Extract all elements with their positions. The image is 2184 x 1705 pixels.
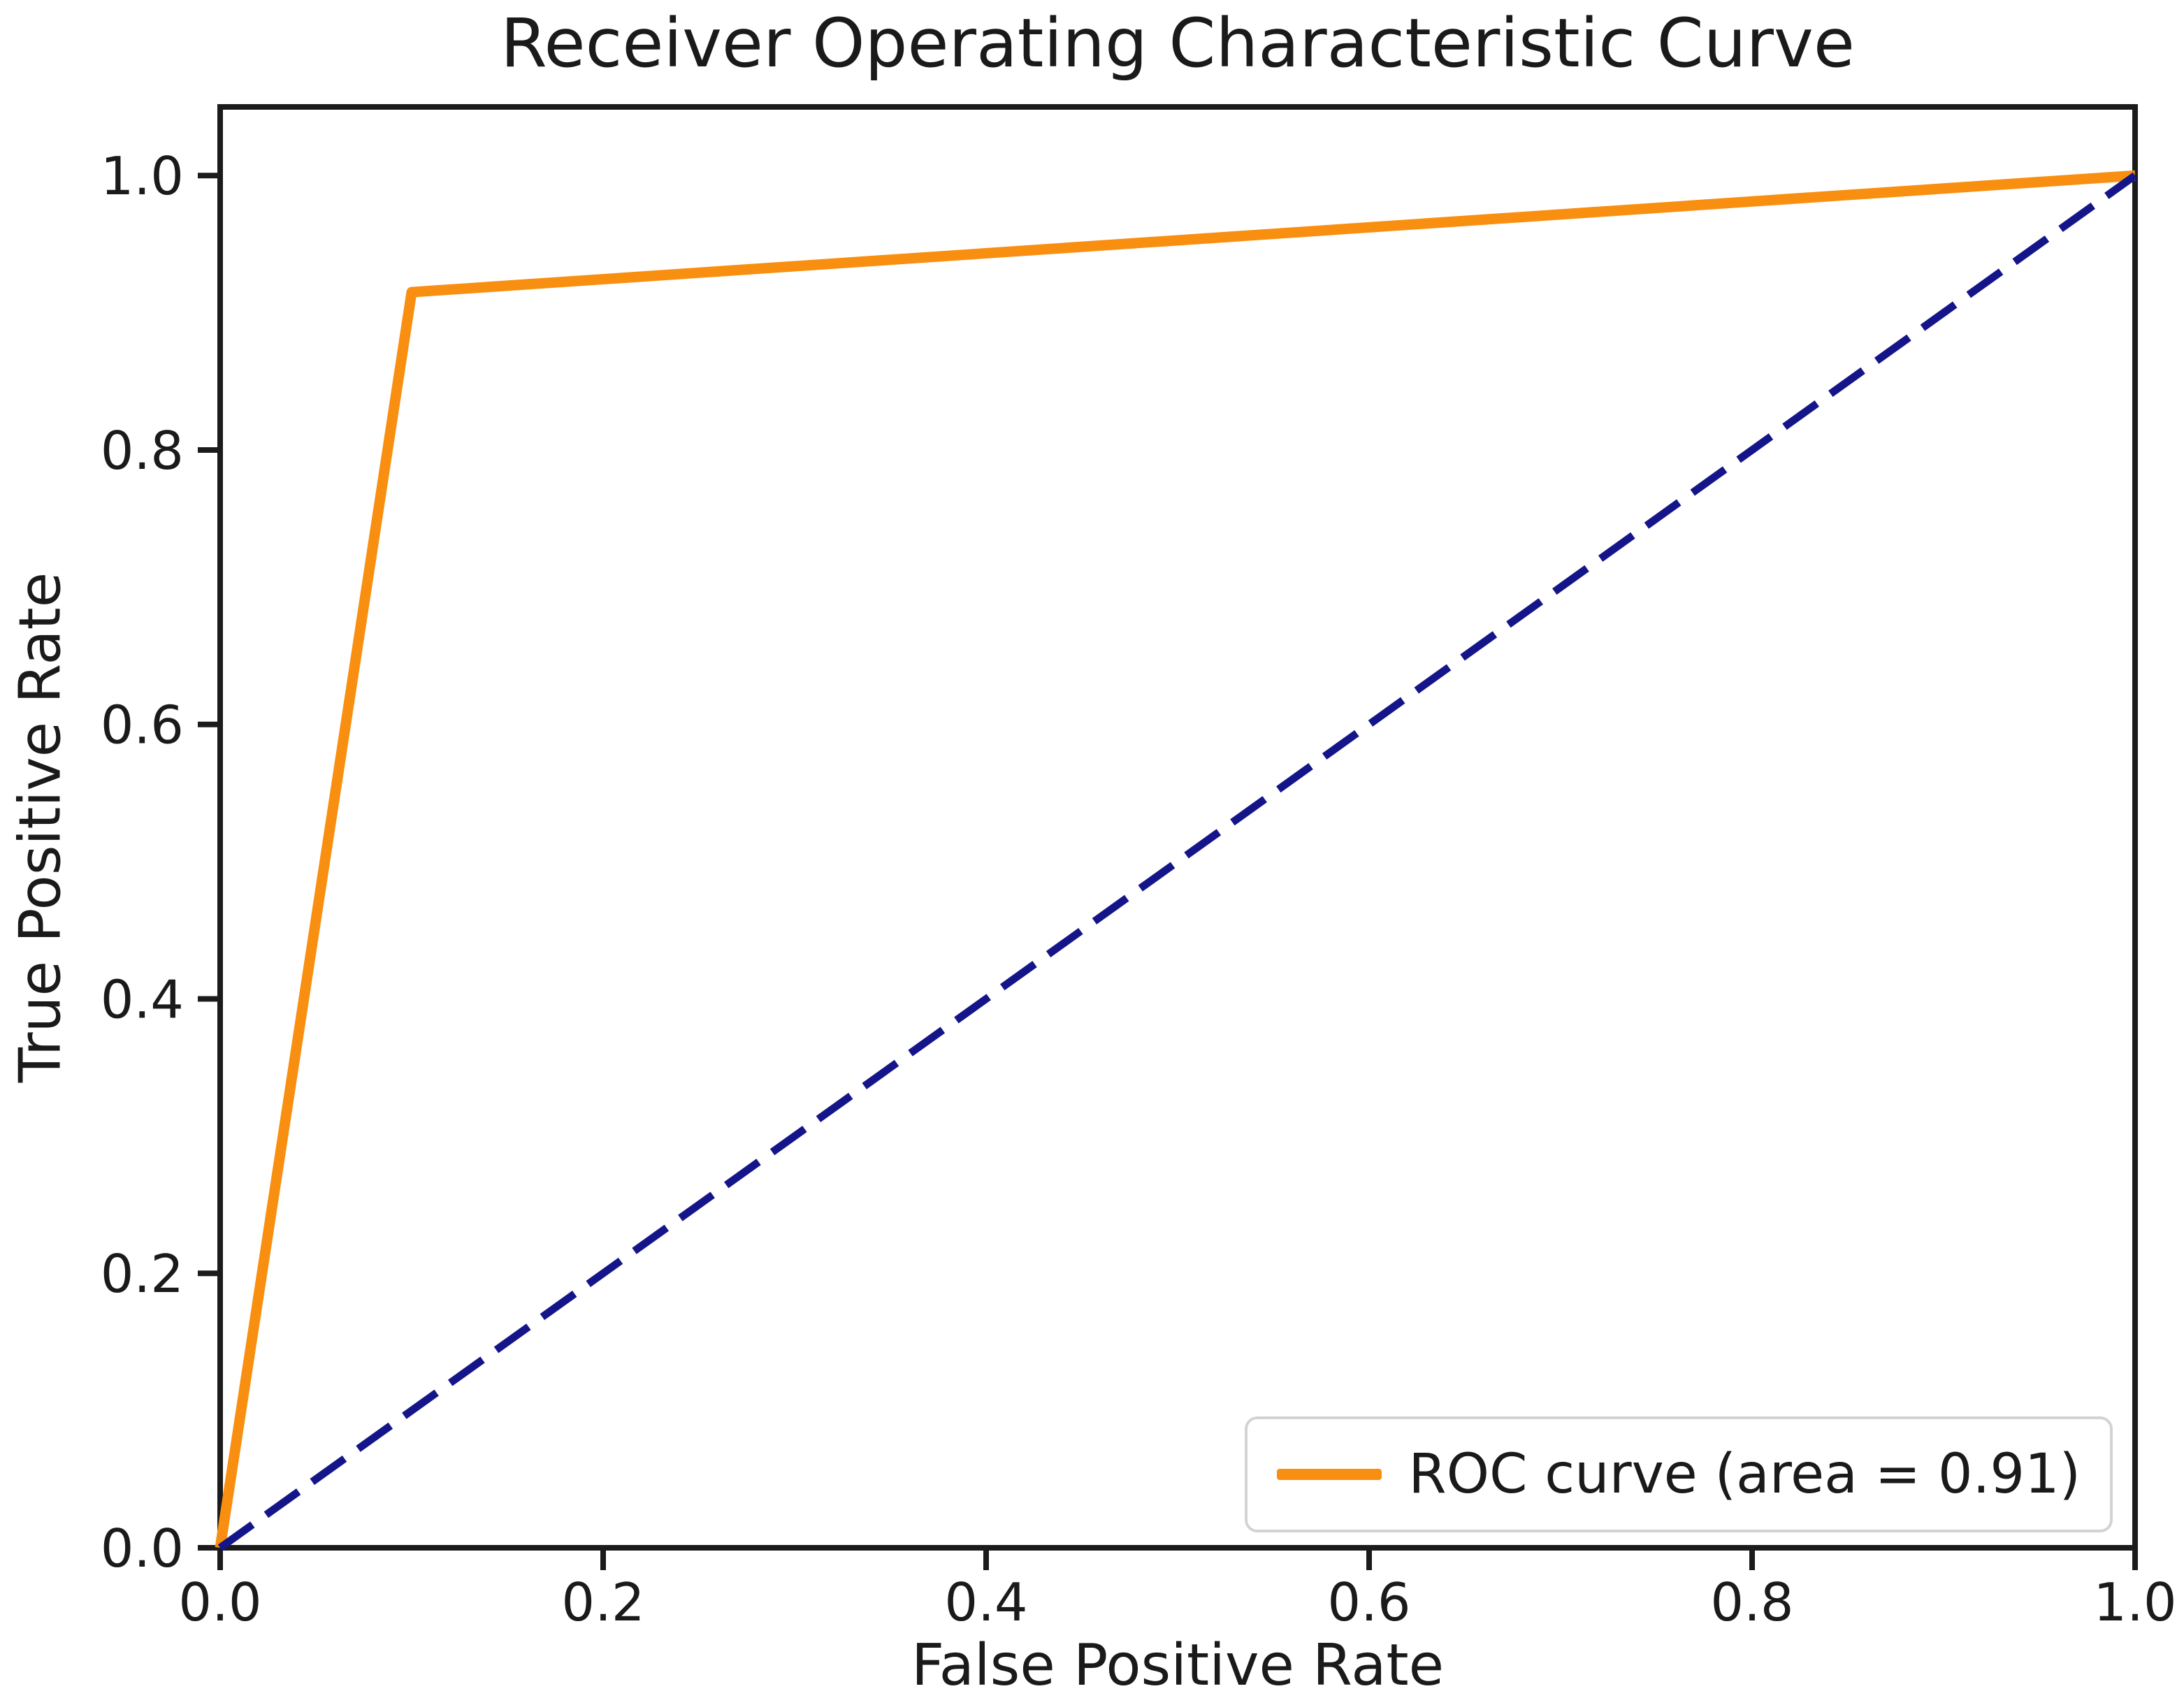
x-tick-label: 0.0 (178, 1572, 261, 1633)
y-tick-label: 0.0 (101, 1518, 184, 1579)
series-roc-curve (215, 170, 2136, 1549)
legend: ROC curve (area = 0.91) (1245, 1416, 2113, 1532)
series-chance-diagonal (217, 172, 2138, 1551)
x-axis-label: False Positive Rate (911, 1632, 1445, 1699)
y-tick-label: 0.8 (101, 420, 184, 481)
x-tick-label: 0.6 (1327, 1572, 1410, 1633)
y-tick-label: 0.4 (101, 968, 184, 1030)
y-tick-label: 0.6 (101, 695, 184, 756)
x-tick-label: 0.4 (944, 1572, 1027, 1633)
x-tick-label: 0.8 (1710, 1572, 1793, 1633)
y-tick-label: 0.2 (101, 1243, 184, 1305)
x-tick-label: 0.2 (561, 1572, 644, 1633)
legend-label: ROC curve (area = 0.91) (1408, 1443, 2081, 1506)
chart-title: Receiver Operating Characteristic Curve (500, 4, 1855, 82)
axes-frame (217, 104, 2138, 1551)
y-tick-label: 1.0 (101, 145, 184, 207)
legend-line-swatch (1277, 1469, 1382, 1480)
y-axis-label: True Positive Rate (7, 572, 74, 1083)
x-tick-label: 1.0 (2093, 1572, 2176, 1633)
